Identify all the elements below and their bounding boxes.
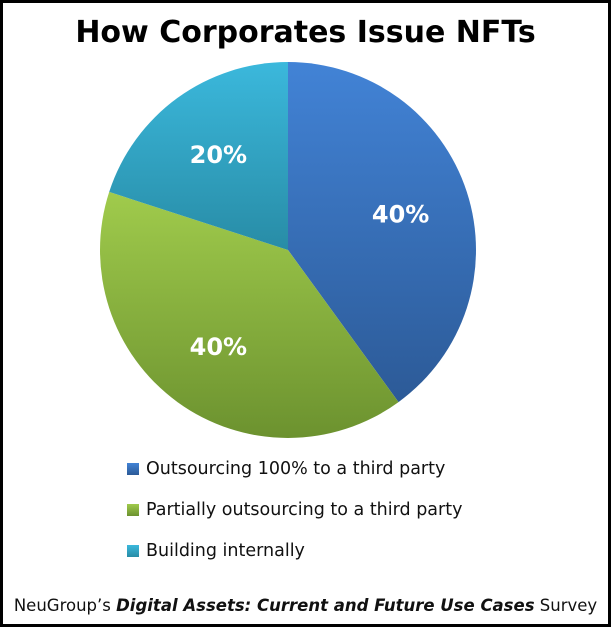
legend-item-building-internally: Building internally [127,541,305,561]
legend-label: Outsourcing 100% to a third party [146,459,446,479]
footer-suffix: Survey [534,596,598,615]
data-label-1: 40% [190,333,247,361]
pie-slice-2 [109,62,288,250]
legend-swatch-blue [127,463,139,475]
data-label-2: 20% [190,141,247,169]
legend-label: Partially outsourcing to a third party [146,500,463,520]
footer-prefix: NeuGroup’s [13,596,117,615]
chart-title: How Corporates Issue NFTs [75,15,536,50]
legend-swatch-teal [127,545,139,557]
pie-slice-0 [288,62,476,403]
source-footer: NeuGroup’s Digital Assets: Current and F… [3,596,608,615]
footer-survey-name: Digital Assets: Current and Future Use C… [116,596,535,615]
data-label-0: 40% [372,200,429,228]
legend-swatch-green [127,504,139,516]
legend-label: Building internally [146,541,305,561]
legend-item-outsourcing-100: Outsourcing 100% to a third party [127,459,445,479]
pie-slice-1 [100,191,399,438]
legend-item-partially-outsourcing: Partially outsourcing to a third party [127,500,462,520]
pie-chart: 40% 40% 20% [100,62,476,438]
